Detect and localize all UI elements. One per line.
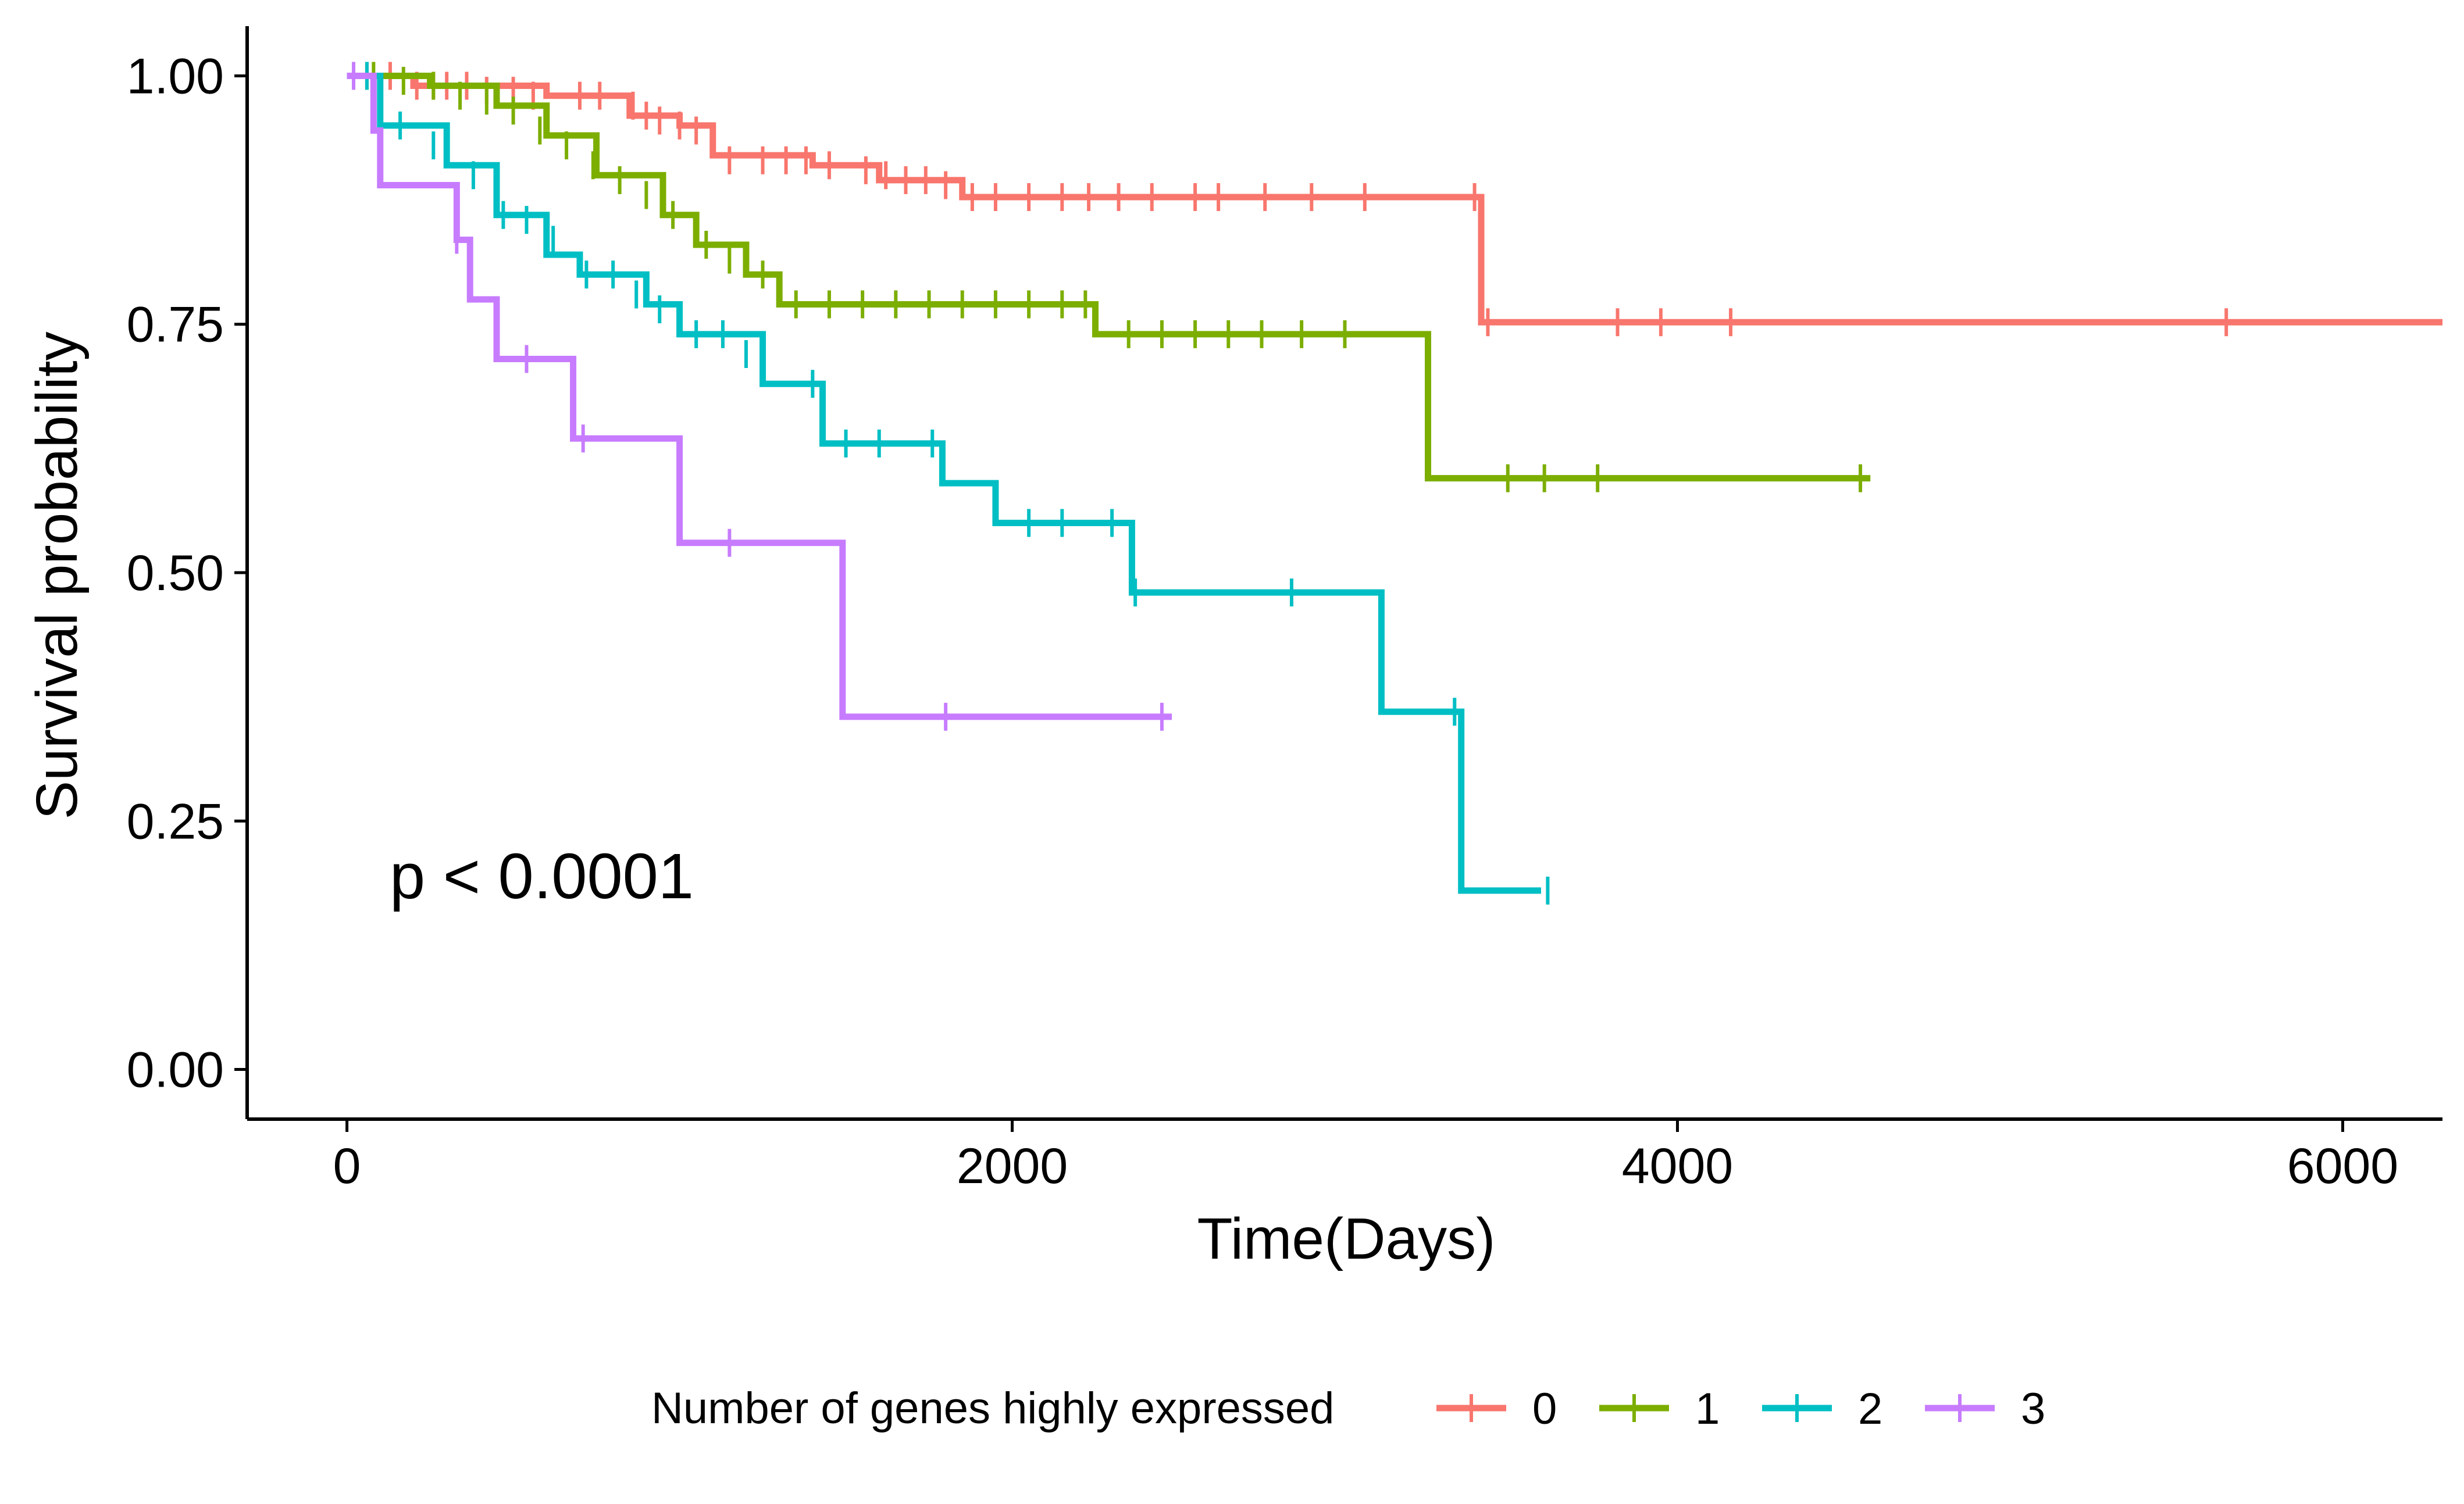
series-3: [347, 62, 1172, 731]
x-axis-title: Time(Days): [1197, 1206, 1496, 1271]
series-0: [347, 62, 2442, 337]
y-tick-label: 1.00: [127, 48, 224, 104]
axes: 0.00 0.25 0.50 0.75 1.00 0 2000 4000 6000: [127, 26, 2442, 1194]
survival-curve-3: [347, 72, 1172, 720]
legend-label: 2: [1858, 1384, 1882, 1434]
survival-curve-1: [347, 72, 1871, 482]
y-tick-label: 0.50: [127, 545, 224, 601]
legend-label: 0: [1532, 1384, 1557, 1434]
y-tick-label: 0.00: [127, 1042, 224, 1098]
legend-item-2: 2: [1762, 1384, 1882, 1434]
p-value-annotation: p < 0.0001: [390, 841, 694, 912]
x-tick-label: 4000: [1622, 1138, 1733, 1194]
y-tick-label: 0.25: [127, 794, 224, 849]
legend-item-1: 1: [1599, 1384, 1720, 1434]
legend-item-0: 0: [1436, 1384, 1557, 1434]
legend-item-3: 3: [1925, 1384, 2045, 1434]
legend-label: 1: [1695, 1384, 1720, 1434]
survival-curve-0: [347, 72, 2442, 326]
legend-label: 3: [2021, 1384, 2045, 1434]
survival-curves: [347, 62, 2442, 905]
legend-title: Number of genes highly expressed: [651, 1384, 1334, 1433]
legend-items: 0 1 2 3: [1436, 1384, 2045, 1434]
y-axis-ticks: 0.00 0.25 0.50 0.75 1.00: [127, 48, 247, 1098]
x-axis-ticks: 0 2000 4000 6000: [333, 1119, 2398, 1194]
legend: Number of genes highly expressed 0 1 2 3: [651, 1384, 2045, 1434]
x-tick-label: 2000: [957, 1138, 1068, 1194]
x-tick-label: 0: [333, 1138, 361, 1194]
x-tick-label: 6000: [2287, 1138, 2398, 1194]
y-tick-label: 0.75: [127, 297, 224, 353]
y-axis-title: Survival probability: [24, 331, 90, 819]
